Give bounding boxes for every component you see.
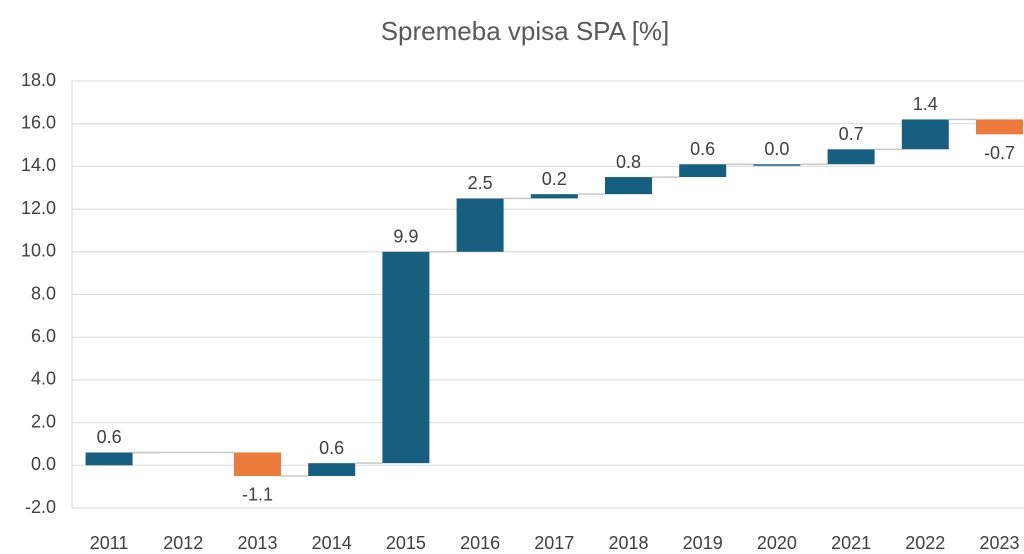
y-tick-label: 2.0 [31,411,56,431]
x-tick-label: 2012 [163,533,203,553]
x-tick-label: 2014 [312,533,352,553]
y-tick-label: 18.0 [21,70,56,90]
bar [827,149,875,165]
data-label: 9.9 [393,227,418,247]
y-tick-label: 16.0 [21,112,56,132]
data-label: -1.1 [242,485,273,505]
data-label: 0.2 [542,169,567,189]
x-tick-label: 2023 [979,533,1019,553]
bar [753,164,801,166]
bar [234,452,281,476]
data-label: 0.6 [97,427,122,447]
data-label: 0.0 [764,139,789,159]
x-tick-label: 2015 [386,533,426,553]
x-tick-label: 2022 [905,533,945,553]
y-tick-label: 8.0 [31,283,56,303]
data-label: 0.6 [319,438,344,458]
data-label: 2.5 [468,173,493,193]
data-label: 0.7 [839,124,864,144]
x-tick-label: 2017 [534,533,574,553]
x-tick-label: 2013 [237,533,277,553]
bar [456,198,504,252]
data-label: 0.6 [690,139,715,159]
x-tick-label: 2016 [460,533,500,553]
bar [679,164,727,178]
y-tick-label: 12.0 [21,198,56,218]
x-tick-label: 2020 [757,533,797,553]
bar [308,463,356,476]
bar [85,452,133,466]
y-tick-label: -2.0 [25,497,56,517]
bar [382,251,430,464]
y-tick-label: 10.0 [21,241,56,261]
y-tick-label: 4.0 [31,369,56,389]
y-tick-label: 6.0 [31,326,56,346]
x-tick-label: 2018 [608,533,648,553]
x-tick-label: 2019 [683,533,723,553]
y-tick-label: 0.0 [31,454,56,474]
bar [530,194,578,199]
x-tick-label: 2011 [90,533,129,553]
data-label: -0.7 [984,143,1015,163]
bar [605,177,652,195]
data-label: 0.8 [616,152,641,172]
data-label: 1.4 [913,94,938,114]
y-tick-label: 14.0 [21,155,56,175]
bar [901,119,949,150]
bar [976,119,1023,135]
chart-title: Spremeba vpisa SPA [%] [381,16,670,46]
x-tick-label: 2021 [831,533,871,553]
